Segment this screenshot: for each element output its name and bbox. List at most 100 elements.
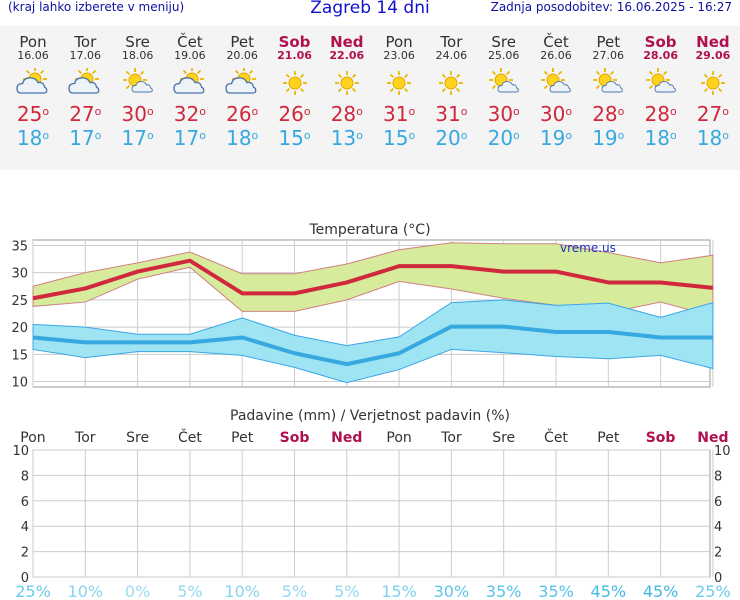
y-tick-label: 0 bbox=[21, 571, 29, 586]
day-column: Sob 28.06 28o 18o bbox=[635, 26, 687, 150]
min-temperature: 18o bbox=[644, 126, 677, 150]
y-tick-label: 2 bbox=[21, 546, 29, 561]
last-updated: Zadnja posodobitev: 16.06.2025 - 16:27 bbox=[490, 0, 732, 14]
min-temperature-line bbox=[32, 324, 713, 367]
partly-cloudy-icon bbox=[225, 68, 257, 94]
max-temperature: 27o bbox=[69, 102, 102, 126]
max-temperature: 30o bbox=[539, 102, 573, 126]
day-name: Pet bbox=[230, 33, 254, 51]
precipitation-probability: 45% bbox=[643, 582, 679, 600]
min-temperature: 20o bbox=[435, 126, 468, 150]
day-column: Tor 24.06 31o 20o bbox=[425, 26, 477, 150]
max-temperature: 30o bbox=[121, 102, 154, 126]
min-temperature: 19o bbox=[592, 126, 625, 150]
temperature-chart-title: Temperatura (°C) bbox=[308, 222, 430, 238]
precipitation-probability: 35% bbox=[486, 582, 522, 600]
precipitation-day-label: Sre bbox=[492, 430, 515, 446]
day-name: Sre bbox=[491, 33, 516, 51]
max-temperature: 26o bbox=[226, 102, 259, 126]
sun-small-cloud-icon bbox=[593, 68, 624, 93]
sun-icon bbox=[387, 71, 412, 95]
precipitation-day-label: Čet bbox=[544, 428, 568, 446]
precipitation-probability: 15% bbox=[381, 582, 417, 600]
day-date: 19.06 bbox=[174, 49, 206, 62]
page-title: Zagreb 14 dni bbox=[310, 0, 430, 18]
day-column: Sre 18.06 30o 17o bbox=[112, 26, 164, 150]
min-temperature: 19o bbox=[539, 126, 573, 150]
y-tick-label: 30 bbox=[11, 267, 28, 282]
max-temperature: 30o bbox=[487, 102, 520, 126]
precipitation-day-label: Ned bbox=[331, 430, 362, 446]
day-name: Ned bbox=[696, 33, 730, 51]
min-temperature: 17o bbox=[121, 126, 154, 150]
day-date: 24.06 bbox=[435, 49, 468, 62]
precipitation-probability: 5% bbox=[334, 582, 359, 600]
max-temperature: 28o bbox=[592, 102, 625, 126]
day-date: 20.06 bbox=[226, 49, 258, 62]
y-tick-label-right: 0 bbox=[714, 571, 722, 586]
day-date: 18.06 bbox=[121, 49, 154, 62]
y-tick-label: 10 bbox=[11, 376, 28, 391]
sun-icon bbox=[439, 71, 464, 95]
y-tick-label: 15 bbox=[11, 348, 28, 363]
sun-small-cloud-icon bbox=[645, 68, 676, 93]
day-name: Sre bbox=[125, 33, 150, 51]
day-column: Sob 21.06 26o 15o bbox=[269, 26, 321, 150]
min-temperature: 20o bbox=[487, 126, 520, 150]
precipitation-day-label: Pet bbox=[231, 430, 254, 446]
day-date: 26.06 bbox=[540, 49, 572, 62]
day-name: Pon bbox=[19, 33, 47, 51]
day-date: 25.06 bbox=[487, 49, 520, 62]
day-name: Sob bbox=[644, 33, 677, 51]
y-tick-label: 6 bbox=[21, 495, 29, 510]
day-column: Ned 22.06 28o 13o bbox=[321, 26, 373, 150]
max-temperature: 28o bbox=[330, 102, 363, 126]
day-name: Sob bbox=[278, 33, 311, 51]
sun-icon bbox=[334, 71, 359, 95]
y-tick-label: 4 bbox=[21, 520, 29, 535]
daily-forecast-strip: Pon 16.06 25o 18o Tor 17.06 27o 17o Sre 18.06 30o 1… bbox=[0, 26, 740, 170]
day-name: Ned bbox=[330, 33, 364, 51]
partly-cloudy-icon bbox=[173, 68, 205, 94]
watermark: vreme.us bbox=[560, 241, 616, 255]
y-tick-label-right: 2 bbox=[714, 546, 722, 561]
day-column: Sre 25.06 30o 20o bbox=[478, 26, 530, 150]
precipitation-day-label: Tor bbox=[440, 430, 462, 446]
y-tick-label: 35 bbox=[11, 239, 28, 254]
sun-small-cloud-icon bbox=[541, 68, 571, 93]
y-tick-label: 8 bbox=[21, 469, 29, 484]
day-column: Čet 19.06 32o 17o bbox=[164, 26, 216, 150]
max-temperature: 31o bbox=[383, 102, 416, 126]
precipitation-day-label: Pon bbox=[20, 430, 45, 446]
partly-cloudy-icon bbox=[16, 68, 48, 94]
day-date: 22.06 bbox=[329, 49, 365, 62]
precipitation-day-label: Ned bbox=[697, 430, 728, 446]
y-tick-label-right: 10 bbox=[714, 444, 731, 459]
day-date: 17.06 bbox=[69, 49, 102, 62]
max-temperature: 31o bbox=[435, 102, 468, 126]
day-date: 29.06 bbox=[695, 49, 731, 62]
y-tick-label: 25 bbox=[11, 294, 28, 309]
precipitation-day-label: Sob bbox=[280, 430, 310, 446]
precipitation-day-label: Pon bbox=[386, 430, 411, 446]
day-name: Čet bbox=[543, 33, 569, 51]
sun-small-cloud-icon bbox=[488, 68, 519, 93]
max-temperature-line bbox=[32, 258, 714, 301]
max-temperature: 27o bbox=[696, 102, 729, 126]
max-temperature: 28o bbox=[644, 102, 677, 126]
day-column: Ned 29.06 27o 18o bbox=[687, 26, 739, 150]
y-tick-label-right: 6 bbox=[714, 495, 722, 510]
day-column: Pon 23.06 31o 15o bbox=[373, 26, 425, 150]
sun-icon bbox=[700, 71, 725, 95]
min-temperature: 13o bbox=[330, 126, 363, 150]
precipitation-plot-area bbox=[32, 449, 711, 578]
day-date: 23.06 bbox=[383, 49, 415, 62]
day-column: Tor 17.06 27o 17o bbox=[59, 26, 111, 150]
day-name: Čet bbox=[177, 33, 203, 51]
min-temperature: 18o bbox=[226, 126, 259, 150]
partly-cloudy-icon bbox=[68, 68, 100, 94]
precipitation-probability: 45% bbox=[591, 582, 627, 600]
min-temperature: 18o bbox=[16, 126, 50, 150]
day-name: Tor bbox=[74, 33, 97, 51]
precipitation-probability: 5% bbox=[177, 582, 202, 600]
